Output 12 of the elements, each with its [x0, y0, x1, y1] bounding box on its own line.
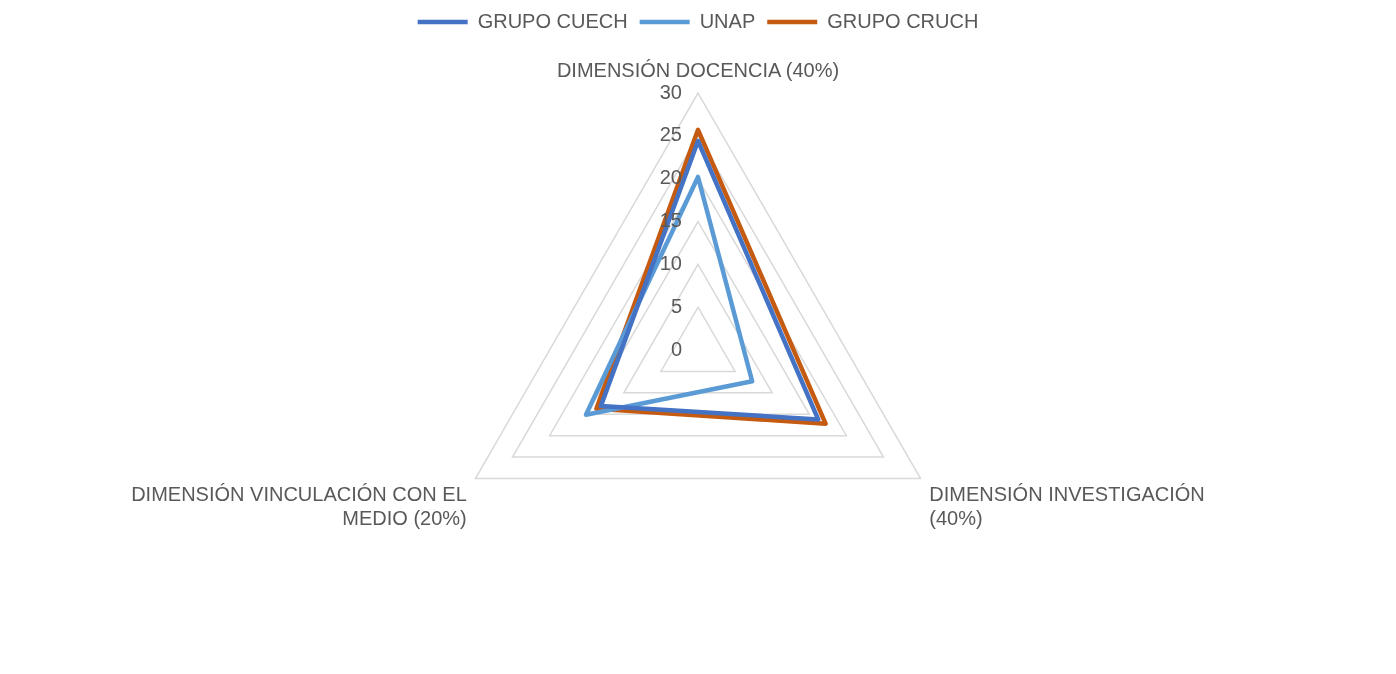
y-tick-label: 15	[659, 209, 682, 232]
spoke-label: DIMENSIÓN VINCULACIÓN CON EL MEDIO (20%)	[131, 483, 467, 530]
legend-label: UNAP	[699, 9, 756, 32]
y-tick-label: 30	[659, 80, 682, 103]
spoke-label: DIMENSIÓN DOCENCIA (40%)	[556, 58, 840, 81]
legend-label: GRUPO CRUCH	[827, 9, 979, 32]
y-tick-label: 25	[659, 123, 682, 146]
y-tick-label: 10	[659, 251, 682, 274]
legend-label: GRUPO CUECH	[477, 9, 628, 32]
spoke-label: DIMENSIÓN INVESTIGACIÓN (40%)	[929, 483, 1205, 530]
y-tick-label: 5	[670, 294, 682, 317]
y-tick-label: 0	[670, 337, 682, 360]
